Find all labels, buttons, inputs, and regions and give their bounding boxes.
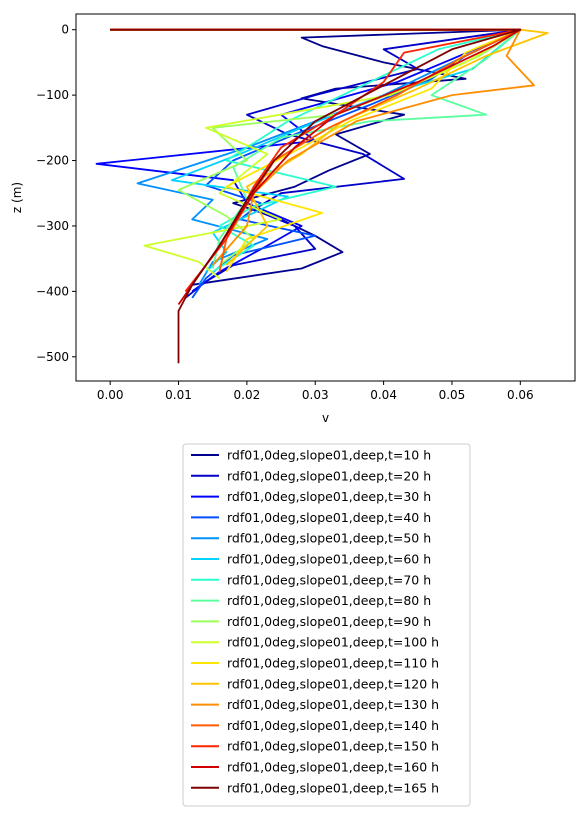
legend-entry-label: rdf01,0deg,slope01,deep,t=160 h: [227, 760, 439, 775]
legend-entry-label: rdf01,0deg,slope01,deep,t=165 h: [227, 780, 439, 795]
x-axis-ticks: 0.00 0.01 0.02 0.03 0.04 0.05 0.06: [97, 381, 534, 402]
legend-entry-label: rdf01,0deg,slope01,deep,t=50 h: [227, 531, 431, 546]
series-lines: [95, 28, 549, 364]
series-line-3: [95, 28, 522, 293]
x-tick-label: 0.02: [234, 388, 261, 402]
y-axis-ticks: 0 −100 −200 −300 −400 −500: [36, 23, 76, 364]
y-tick-label: −300: [36, 219, 69, 233]
y-tick-label: −100: [36, 88, 69, 102]
x-tick-label: 0.01: [165, 388, 192, 402]
series-line-13: [110, 28, 535, 266]
series-line-17: [110, 28, 522, 364]
legend-entry-label: rdf01,0deg,slope01,deep,t=10 h: [227, 448, 431, 463]
legend-entry-label: rdf01,0deg,slope01,deep,t=120 h: [227, 676, 439, 691]
y-axis-label: z (m): [10, 182, 24, 213]
plot-frame: [75, 13, 576, 382]
legend-frame: [182, 443, 471, 807]
legend-entry-label: rdf01,0deg,slope01,deep,t=150 h: [227, 739, 439, 754]
plot-background: [76, 14, 575, 381]
series-line-12: [110, 28, 549, 266]
y-tick-label: −200: [36, 154, 69, 168]
y-tick-label: 0: [61, 23, 69, 37]
legend-entry-label: rdf01,0deg,slope01,deep,t=70 h: [227, 572, 431, 587]
legend: rdf01,0deg,slope01,deep,t=10 h rdf01,0deg…: [182, 443, 471, 807]
legend-entry-label: rdf01,0deg,slope01,deep,t=20 h: [227, 468, 431, 483]
legend-entry-label: rdf01,0deg,slope01,deep,t=80 h: [227, 593, 431, 608]
series-line-2: [110, 28, 522, 299]
x-tick-label: 0.05: [439, 388, 466, 402]
x-tick-label: 0.03: [302, 388, 329, 402]
y-tick-label: −500: [36, 350, 69, 364]
x-tick-label: 0.00: [97, 388, 124, 402]
x-tick-label: 0.06: [507, 388, 534, 402]
legend-entry-label: rdf01,0deg,slope01,deep,t=130 h: [227, 697, 439, 712]
x-axis-label: v: [322, 411, 329, 425]
legend-entry-label: rdf01,0deg,slope01,deep,t=100 h: [227, 635, 439, 650]
legend-entry-label: rdf01,0deg,slope01,deep,t=30 h: [227, 489, 431, 504]
legend-entry-label: rdf01,0deg,slope01,deep,t=140 h: [227, 718, 439, 733]
x-tick-label: 0.04: [370, 388, 397, 402]
series-line-8: [110, 28, 522, 269]
legend-entry-label: rdf01,0deg,slope01,deep,t=110 h: [227, 656, 439, 671]
legend-entry-label: rdf01,0deg,slope01,deep,t=60 h: [227, 552, 431, 567]
series-line-14: [110, 28, 522, 272]
series-line-10: [110, 28, 522, 280]
legend-entry-label: rdf01,0deg,slope01,deep,t=90 h: [227, 614, 431, 629]
y-tick-label: −400: [36, 284, 69, 298]
legend-entry-label: rdf01,0deg,slope01,deep,t=40 h: [227, 510, 431, 525]
